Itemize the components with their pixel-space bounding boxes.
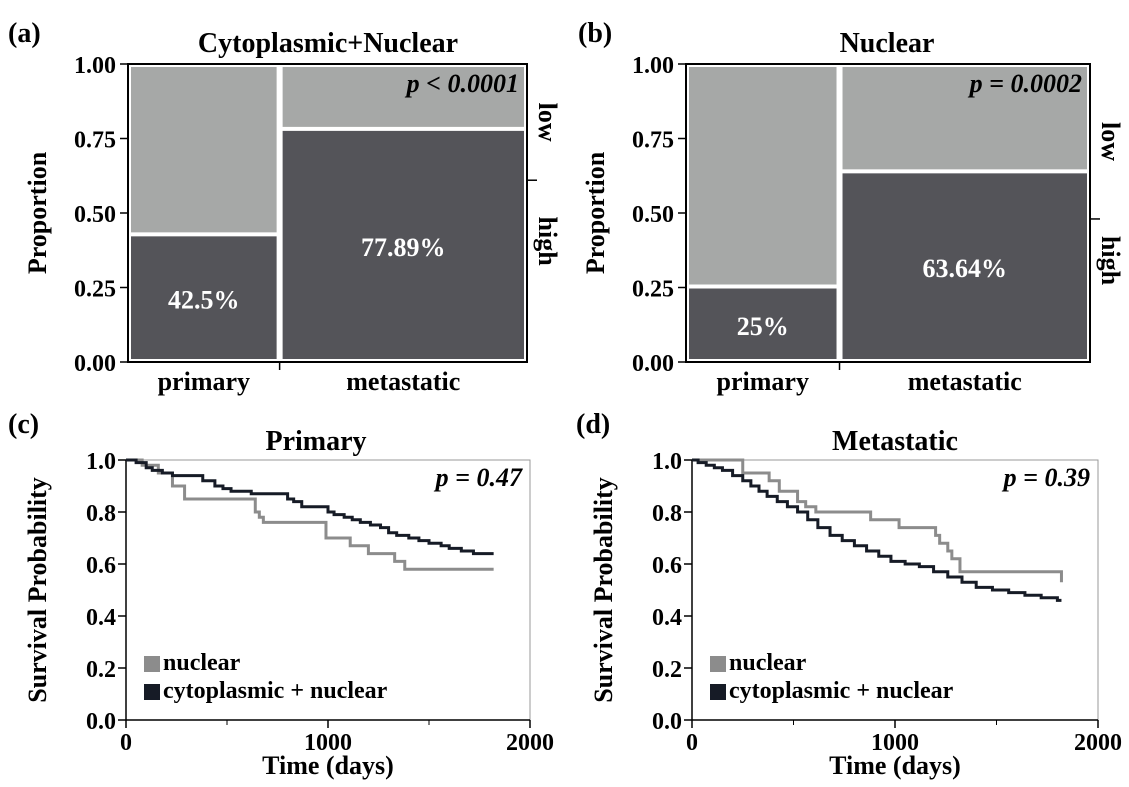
- legend-label-cytoplasmic-nuclear: cytoplasmic + nuclear: [729, 678, 954, 704]
- mosaic-percent-label-metastatic: 63.64%: [923, 254, 1008, 283]
- mosaic-tile-high-metastatic: [840, 171, 1090, 361]
- x-axis-label: Time (days): [262, 751, 394, 780]
- panel-d-plot-area: 0.0 0.2 0.4 0.6 0.8 1.0 0 1000 2000 Time (days) Su…: [589, 449, 1122, 780]
- mosaic-tile-high-primary: [129, 234, 279, 362]
- y-tick-label: 0.6: [86, 553, 116, 579]
- x-tick-label: 0: [120, 730, 132, 756]
- legend-swatch-nuclear: [710, 656, 726, 672]
- y-tick-label: 0.00: [74, 351, 116, 377]
- legend-label-low: low: [533, 103, 562, 142]
- y-tick-label: 1.00: [632, 53, 674, 79]
- y-tick-label: 0.75: [74, 128, 116, 154]
- x-tick-label-metastatic: metastatic: [908, 367, 1022, 396]
- legend-label-cytoplasmic-nuclear: cytoplasmic + nuclear: [163, 678, 388, 704]
- y-tick-label: 0.50: [632, 202, 674, 228]
- y-tick-label: 0.6: [652, 553, 682, 579]
- panel-c-plot-area: 0.0 0.2 0.4 0.6 0.8 1.0 0 1000 2000 Time (days) Su…: [23, 449, 554, 780]
- y-axis-label: Proportion: [581, 151, 610, 274]
- panel-c-survival: (c) Primary 0.0 0.2 0.4 0.6 0.8 1.0 0 1000 2000 T…: [8, 409, 554, 780]
- legend-label-nuclear: nuclear: [163, 650, 241, 676]
- y-tick-label: 1.00: [74, 53, 116, 79]
- p-value-label: p < 0.0001: [405, 69, 519, 98]
- x-tick-label-primary: primary: [158, 367, 250, 396]
- x-tick-label-metastatic: metastatic: [346, 367, 460, 396]
- y-tick-label: 0.50: [74, 202, 116, 228]
- survival-curve-cytoplasmic-nuclear: [126, 458, 494, 556]
- panel-d-title: Metastatic: [832, 426, 958, 457]
- mosaic-percent-label-primary: 25%: [737, 312, 789, 341]
- legend-swatch-cytoplasmic-nuclear: [710, 684, 726, 700]
- mosaic-tile-low-metastatic: [280, 65, 526, 129]
- panel-d-survival: (d) Metastatic 0.0 0.2 0.4 0.6 0.8 1.0 0 1000 20…: [576, 409, 1122, 780]
- x-tick-label: 1000: [871, 730, 919, 756]
- y-tick-label: 0.00: [632, 351, 674, 377]
- y-tick-label: 0.8: [86, 501, 116, 527]
- y-tick-label: 0.4: [86, 605, 116, 631]
- legend-label-high: high: [1096, 236, 1125, 286]
- panel-b-title: Nuclear: [840, 28, 935, 59]
- legend-swatch-cytoplasmic-nuclear: [144, 684, 160, 700]
- legend-label-low: low: [1096, 122, 1125, 161]
- x-tick-label: 1000: [304, 730, 352, 756]
- y-axis-label: Survival Probability: [589, 477, 618, 703]
- x-axis-label: Time (days): [829, 751, 961, 780]
- p-value-label: p = 0.39: [1002, 463, 1090, 492]
- y-axis-label: Survival Probability: [23, 477, 52, 703]
- y-tick-label: 0.25: [74, 277, 116, 303]
- legend-label-high: high: [533, 217, 562, 267]
- y-tick-label: 0.0: [86, 709, 116, 735]
- x-tick-label: 2000: [1074, 730, 1122, 756]
- panel-b-plot-area: 25% primary 63.64% metastatic 0.00 0.25 0.50 0.…: [581, 53, 1125, 396]
- y-tick-label: 0.0: [652, 709, 682, 735]
- panel-a-letter: (a): [8, 18, 41, 49]
- survival-curve-nuclear: [692, 458, 1063, 583]
- legend-label-nuclear: nuclear: [729, 650, 807, 676]
- y-tick-label: 0.25: [632, 277, 674, 303]
- y-tick-label: 1.0: [86, 449, 116, 475]
- x-tick-label: 0: [686, 730, 698, 756]
- panel-a-plot-area: 42.5% primary 77.89% metastatic 0.00 0.25 0.50…: [23, 53, 562, 396]
- panel-c-letter: (c): [8, 409, 39, 440]
- mosaic-percent-label-metastatic: 77.89%: [361, 233, 446, 262]
- mosaic-tile-high-metastatic: [280, 128, 526, 361]
- mosaic-tile-low-metastatic: [840, 65, 1090, 172]
- p-value-label: p = 0.0002: [968, 69, 1082, 98]
- y-tick-label: 0.2: [652, 657, 682, 683]
- y-tick-label: 0.2: [86, 657, 116, 683]
- y-tick-label: 1.0: [652, 449, 682, 475]
- panel-b-letter: (b): [578, 18, 612, 49]
- legend-swatch-nuclear: [144, 656, 160, 672]
- panel-c-title: Primary: [265, 426, 366, 457]
- panel-a-title: Cytoplasmic+Nuclear: [198, 28, 458, 59]
- panel-a-mosaic: (a) Cytoplasmic+Nuclear 42.5% primary 77.8…: [8, 18, 562, 396]
- survival-curve-cytoplasmic-nuclear: [692, 458, 1062, 602]
- y-tick-label: 0.8: [652, 501, 682, 527]
- x-tick-label: 2000: [506, 730, 554, 756]
- y-axis-label: Proportion: [23, 151, 52, 274]
- mosaic-tile-high-primary: [687, 286, 839, 361]
- mosaic-tile-low-primary: [129, 65, 279, 235]
- mosaic-percent-label-primary: 42.5%: [168, 286, 240, 315]
- panel-d-letter: (d): [576, 409, 610, 440]
- y-tick-label: 0.4: [652, 605, 682, 631]
- mosaic-tile-low-primary: [687, 65, 839, 287]
- x-tick-label-primary: primary: [717, 367, 809, 396]
- p-value-label: p = 0.47: [434, 463, 523, 492]
- y-tick-label: 0.75: [632, 128, 674, 154]
- panel-b-mosaic: (b) Nuclear 25% primary 63.64% metastatic 0.…: [578, 18, 1125, 396]
